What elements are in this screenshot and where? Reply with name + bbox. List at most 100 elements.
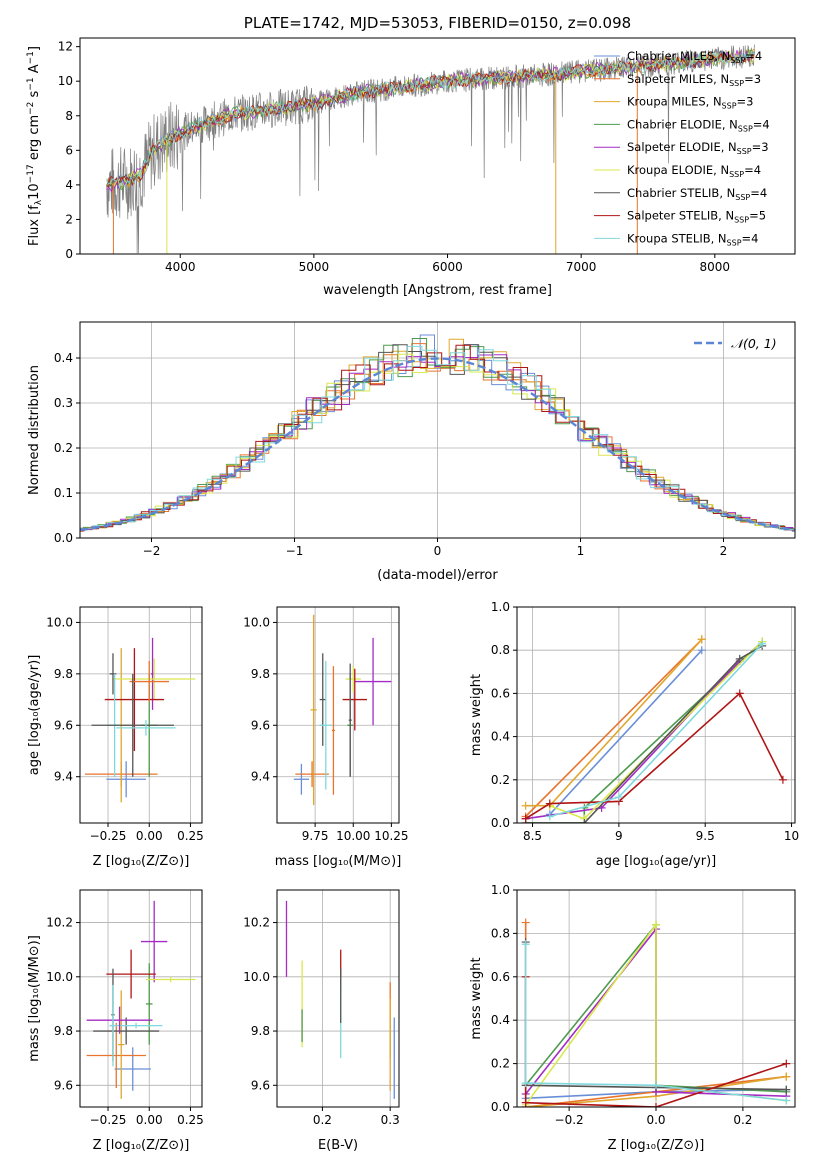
plot-area bbox=[521, 918, 791, 1107]
y-axis-label: Normed distribution bbox=[27, 365, 42, 495]
legend-entry-gaussian: 𝒩(0, 1) bbox=[731, 336, 777, 351]
plot-area bbox=[86, 900, 196, 1099]
y-tick-label: 10.0 bbox=[243, 970, 270, 984]
legend-entry: Chabrier STELIB, NSSP=4 bbox=[627, 186, 767, 202]
legend-entry: Kroupa STELIB, NSSP=4 bbox=[627, 231, 758, 247]
marker-chabrier_stelib bbox=[735, 654, 744, 663]
x-tick-label: 5000 bbox=[299, 260, 330, 274]
y-tick-label: 0.6 bbox=[491, 686, 510, 700]
x-tick-label: 0.0 bbox=[646, 1113, 665, 1127]
legend-entry: Chabrier ELODIE, NSSP=4 bbox=[627, 117, 770, 133]
y-tick-label: 2 bbox=[65, 212, 73, 226]
y-tick-label: 0.1 bbox=[54, 486, 73, 500]
marker-kroupa_stelib bbox=[652, 1081, 660, 1090]
x-tick-label: 9.75 bbox=[302, 829, 329, 843]
legend-entry-sub: SSP bbox=[737, 147, 752, 156]
y-tick-label: 6 bbox=[65, 143, 73, 157]
legend-entry: Salpeter MILES, NSSP=3 bbox=[627, 72, 761, 88]
errorbar-salpeter_miles bbox=[86, 1022, 146, 1089]
legend-entry-suffix: =4 bbox=[742, 231, 759, 245]
marker-kroupa_stelib bbox=[521, 1079, 530, 1088]
chart-panel-3: 9.75 10.00 10.25 9.4 9.6 9.8 10.0 mass [log₁₀(M… bbox=[243, 606, 409, 869]
line-kroupa_stelib bbox=[524, 944, 787, 1102]
legend-entry-sub: SSP bbox=[730, 56, 745, 65]
errorbar-chabrier_stelib bbox=[91, 673, 174, 777]
y-tick-label: 12 bbox=[58, 40, 73, 54]
x-tick-label: −2 bbox=[143, 544, 161, 558]
y-tick-label: 9.4 bbox=[54, 770, 73, 784]
errorbar-salpeter_stelib bbox=[342, 668, 367, 731]
y-tick-label: 9.6 bbox=[251, 718, 270, 732]
model-spectrum-salpeter_stelib bbox=[106, 50, 755, 188]
y-tick-label: 10.2 bbox=[243, 916, 270, 930]
errorbar-salpeter_elodie bbox=[354, 637, 392, 726]
y-tick-label: 0.2 bbox=[54, 441, 73, 455]
y-tick-label: 0.2 bbox=[491, 1057, 510, 1071]
marker-chabrier_stelib bbox=[782, 1085, 791, 1094]
legend-entry-label: Salpeter ELODIE, N bbox=[627, 140, 737, 154]
legend-entry-suffix: =5 bbox=[749, 209, 766, 223]
x-tick-label: −0.25 bbox=[90, 1113, 127, 1127]
y-tick-label: 10.0 bbox=[243, 615, 270, 629]
axes-frame bbox=[79, 606, 203, 824]
errorbar-kroupa_stelib bbox=[109, 984, 117, 1067]
legend-entry-label: Salpeter MILES, N bbox=[627, 72, 729, 86]
x-tick-label: 0.00 bbox=[136, 1113, 163, 1127]
x-tick-label: 0 bbox=[434, 544, 442, 558]
marker-salpeter_stelib bbox=[778, 775, 787, 784]
errorbar-salpeter_elodie bbox=[141, 900, 168, 983]
legend-entry: Chabrier MILES, NSSP=4 bbox=[627, 49, 762, 65]
chart-panel-0: 4000 5000 6000 7000 8000 0 2 4 6 8 10 12 PLATE=1742,… bbox=[26, 14, 796, 298]
y-tick-label: 9.6 bbox=[54, 1078, 73, 1092]
y-tick-label: 10.2 bbox=[46, 916, 73, 930]
errorbar-chabrier_miles bbox=[106, 761, 146, 798]
legend-entry: Salpeter ELODIE, NSSP=3 bbox=[627, 140, 769, 156]
axes-frame bbox=[276, 606, 400, 824]
legend-entry-sub: SSP bbox=[734, 216, 749, 225]
errorbar-kroupa_stelib bbox=[116, 720, 176, 736]
y-tick-label: 0.4 bbox=[491, 730, 510, 744]
legend-entry-suffix: =4 bbox=[750, 186, 767, 200]
x-tick-label: 10.25 bbox=[374, 829, 408, 843]
gaussian-curve bbox=[80, 357, 795, 532]
y-axis-label: Flux [fλ10−17 erg cm−2 s−1 A−1] bbox=[26, 46, 44, 246]
y-tick-label: 0.8 bbox=[491, 926, 510, 940]
errorbar-kroupa_miles bbox=[310, 614, 317, 805]
x-tick-label: 0.00 bbox=[136, 829, 163, 843]
errorbar-chabrier_miles bbox=[293, 763, 310, 795]
marker-kroupa_stelib bbox=[521, 940, 530, 949]
errorbar-chabrier_miles bbox=[114, 1047, 151, 1091]
marker-salpeter_stelib bbox=[545, 799, 554, 808]
x-tick-label: 0.2 bbox=[733, 1113, 752, 1127]
axes-frame bbox=[79, 889, 203, 1108]
y-axis-label: mass weight bbox=[469, 957, 484, 1039]
y-axis-label: mass [log₁₀(M/M⊙)] bbox=[27, 935, 42, 1062]
y-tick-label: 9.8 bbox=[54, 667, 73, 681]
marker-kroupa_stelib bbox=[545, 812, 554, 821]
y-tick-label: 0.4 bbox=[54, 351, 73, 365]
y-tick-label: 9.4 bbox=[251, 770, 270, 784]
errorbar-kroupa_miles bbox=[117, 990, 125, 1099]
x-tick-label: −0.25 bbox=[90, 829, 127, 843]
legend-entry-suffix: =4 bbox=[753, 117, 770, 131]
x-axis-label: mass [log₁₀(M/M⊙)] bbox=[275, 854, 402, 869]
x-axis-label: (data-model)/error bbox=[377, 568, 498, 583]
marker-kroupa_stelib bbox=[758, 639, 767, 648]
x-tick-label: 8000 bbox=[700, 260, 731, 274]
errorbar-salpeter_stelib bbox=[106, 949, 156, 999]
errorbar-chabrier_stelib bbox=[93, 1017, 160, 1045]
x-axis-label: age [log₁₀(age/yr)] bbox=[596, 854, 717, 869]
chart-title: PLATE=1742, MJD=53053, FIBERID=0150, z=0… bbox=[244, 14, 631, 32]
y-tick-label: 1.0 bbox=[491, 600, 510, 614]
line-salpeter_miles bbox=[525, 638, 703, 818]
legend-entry-sub: SSP bbox=[727, 238, 742, 247]
y-tick-label: 4 bbox=[65, 178, 73, 192]
errorbar-kroupa_elodie bbox=[112, 658, 196, 700]
marker-kroupa_stelib bbox=[614, 793, 623, 802]
x-tick-label: 10.00 bbox=[336, 829, 370, 843]
y-tick-label: 0.4 bbox=[491, 1013, 510, 1027]
line-salpeter_elodie bbox=[525, 660, 741, 820]
y-tick-label: 0.0 bbox=[491, 1100, 510, 1114]
x-tick-label: 0.25 bbox=[177, 1113, 204, 1127]
